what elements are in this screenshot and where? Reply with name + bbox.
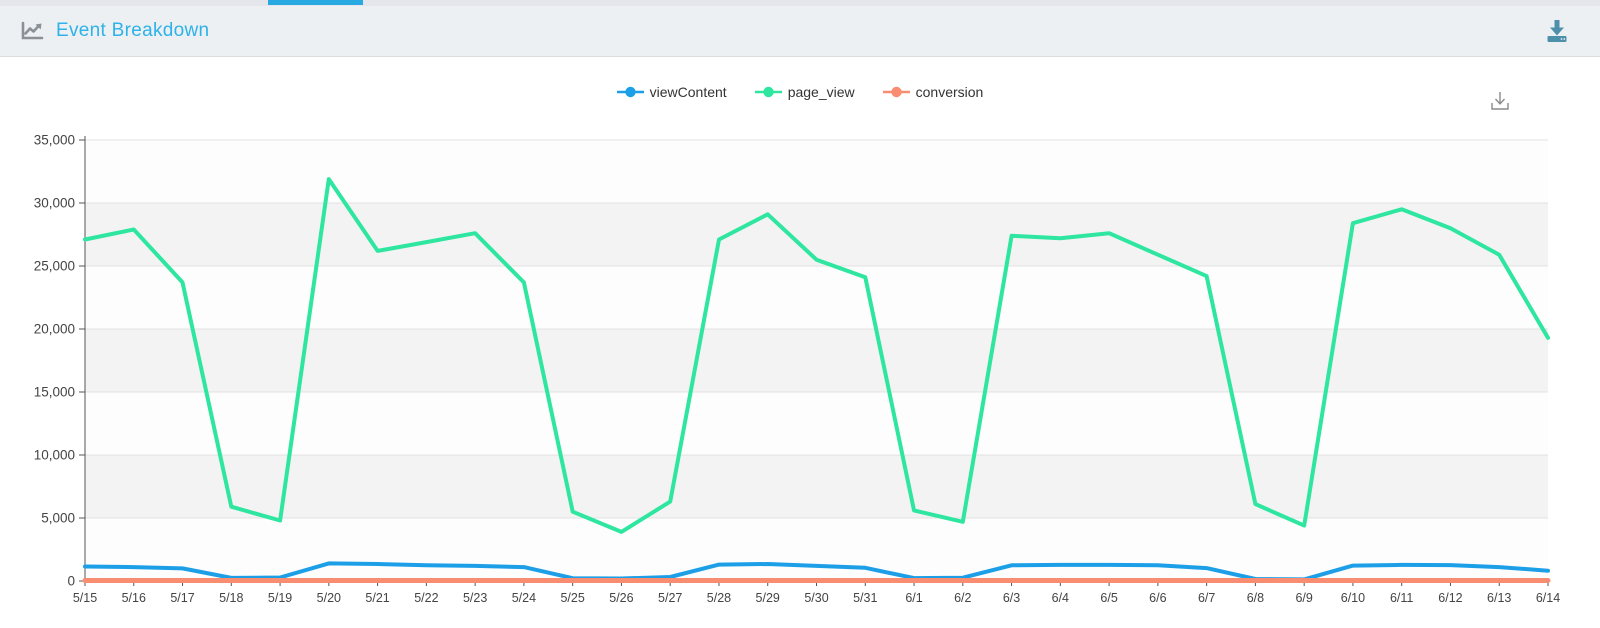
legend-item-conversion[interactable]: conversion [882,84,984,100]
split-area-band [85,392,1548,455]
x-axis-label: 6/10 [1341,591,1365,605]
legend-item-page_view[interactable]: page_view [754,84,855,100]
download-icon [1547,20,1567,42]
x-axis-label: 6/14 [1536,591,1560,605]
x-axis-label: 6/13 [1487,591,1511,605]
split-area-band [85,329,1548,392]
y-axis-label: 35,000 [34,133,75,148]
legend-marker-viewContent [616,86,644,98]
page-top-strip [0,0,1600,6]
y-axis-label: 5,000 [41,511,75,526]
split-area-band [85,518,1548,581]
x-axis-label: 6/6 [1149,591,1166,605]
download-image-icon [1491,92,1509,110]
panel-header: Event Breakdown [0,6,1600,57]
active-tab-indicator [268,0,363,5]
legend-marker-conversion [882,86,910,98]
x-axis-label: 5/23 [463,591,487,605]
x-axis-label: 6/2 [954,591,971,605]
y-axis-label: 25,000 [34,259,75,274]
x-axis-label: 5/28 [707,591,731,605]
download-report-button[interactable] [1540,15,1574,47]
x-axis-label: 5/16 [122,591,146,605]
x-axis-label: 5/29 [756,591,780,605]
x-axis-label: 6/1 [905,591,922,605]
y-axis-label: 20,000 [34,322,75,337]
line-chart-icon [20,21,44,42]
chart-legend: viewContent page_view conversion [0,84,1600,100]
x-axis-label: 5/21 [365,591,389,605]
legend-label: conversion [915,84,984,100]
y-axis-label: 0 [67,574,75,589]
split-area-band [85,455,1548,518]
panel-title: Event Breakdown [56,20,210,41]
y-axis-label: 30,000 [34,196,75,211]
x-axis-label: 6/11 [1390,591,1413,605]
x-axis-label: 6/3 [1003,591,1020,605]
x-axis-label: 5/31 [853,591,877,605]
save-as-image-button[interactable] [1486,86,1514,118]
x-axis-label: 5/19 [268,591,292,605]
x-axis-label: 5/22 [414,591,438,605]
x-axis-label: 6/5 [1100,591,1117,605]
x-axis-label: 5/17 [170,591,194,605]
x-axis-label: 5/30 [804,591,828,605]
split-area-band [85,203,1548,266]
x-axis-label: 5/25 [560,591,584,605]
x-axis-label: 5/18 [219,591,243,605]
y-axis-label: 10,000 [34,448,75,463]
x-axis-label: 6/9 [1295,591,1312,605]
series-line-viewContent [83,561,1550,582]
legend-marker-page_view [754,86,782,98]
y-axis-label: 15,000 [34,385,75,400]
legend-label: page_view [787,84,855,100]
x-axis-label: 5/27 [658,591,682,605]
x-axis-label: 6/7 [1198,591,1215,605]
x-axis-label: 5/15 [73,591,97,605]
split-area-band [85,140,1548,203]
x-axis-label: 5/20 [317,591,341,605]
x-axis-label: 5/26 [609,591,633,605]
x-axis-label: 6/12 [1438,591,1462,605]
x-axis-label: 5/24 [512,591,536,605]
series-line-page_view [83,177,1550,534]
x-axis-label: 6/4 [1052,591,1069,605]
split-area-band [85,266,1548,329]
legend-item-viewContent[interactable]: viewContent [616,84,727,100]
x-axis-label: 6/8 [1247,591,1264,605]
legend-label: viewContent [649,84,727,100]
